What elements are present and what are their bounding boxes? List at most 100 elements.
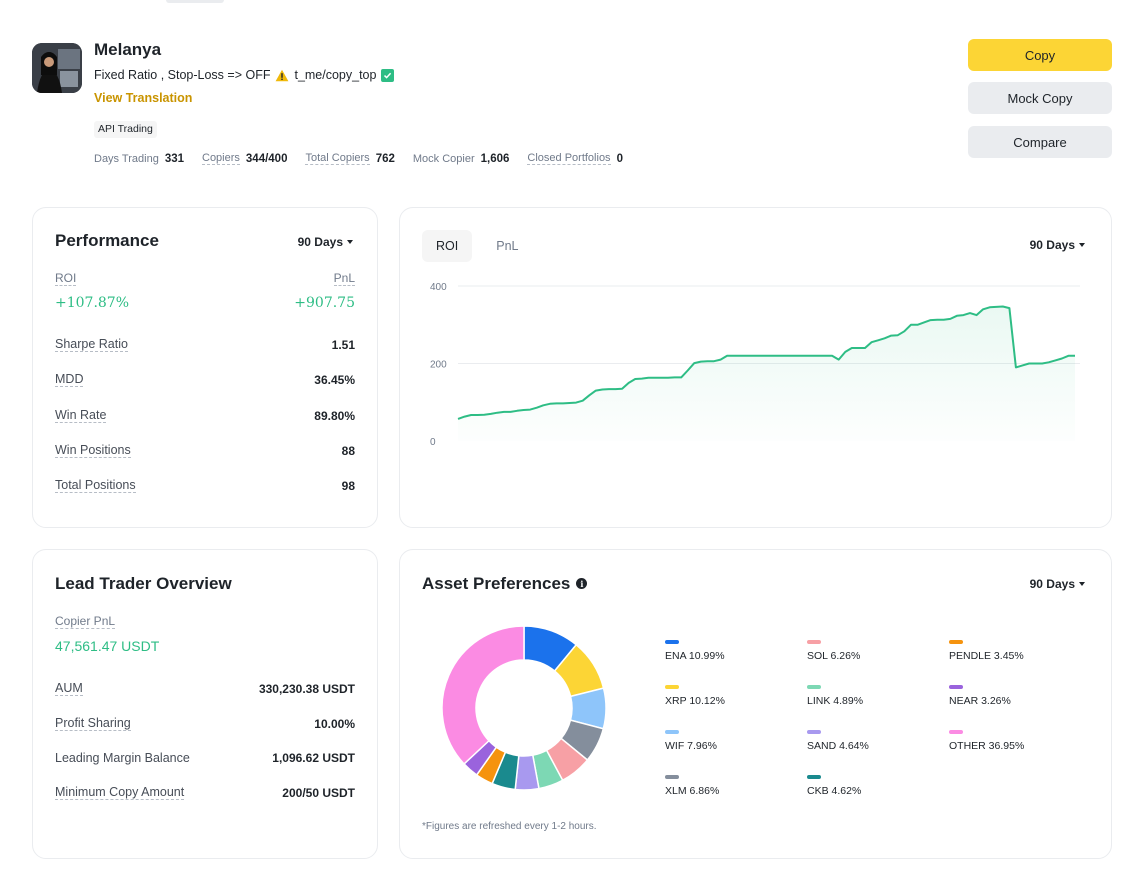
overview-leading-margin-balance: Leading Margin Balance 1,096.62 USDT bbox=[55, 751, 355, 765]
legend-swatch bbox=[807, 685, 821, 689]
legend-item-xlm: XLM 6.86% bbox=[665, 775, 719, 797]
metric-value: 10.00% bbox=[314, 716, 355, 731]
info-icon[interactable]: i bbox=[576, 578, 588, 590]
roi-value: +107.87% bbox=[55, 295, 130, 311]
metric-value: 1.51 bbox=[331, 337, 355, 352]
legend-swatch bbox=[949, 640, 963, 644]
caret-down-icon bbox=[1079, 582, 1085, 586]
asset-donut-chart bbox=[441, 625, 607, 791]
metric-win-positions: Win Positions 88 bbox=[55, 443, 355, 458]
view-translation-link[interactable]: View Translation bbox=[94, 91, 193, 105]
stat-closed-portfolios-label[interactable]: Closed Portfolios bbox=[527, 152, 611, 165]
avatar-image bbox=[32, 43, 82, 93]
caret-down-icon bbox=[347, 240, 353, 244]
legend-item-ena: ENA 10.99% bbox=[665, 640, 725, 662]
stat-closed-portfolios-value: 0 bbox=[616, 152, 623, 165]
bio-text: Fixed Ratio , Stop-Loss => OFF bbox=[94, 68, 271, 82]
legend-swatch bbox=[807, 640, 821, 644]
legend-item-link: LINK 4.89% bbox=[807, 685, 863, 707]
stat-mock-copier-label: Mock Copier bbox=[412, 152, 475, 165]
legend-swatch bbox=[665, 730, 679, 734]
refresh-footnote: *Figures are refreshed every 1-2 hours. bbox=[422, 821, 597, 832]
chart-tabs: ROI PnL bbox=[422, 230, 532, 262]
performance-period-dropdown[interactable]: 90 Days bbox=[298, 235, 353, 249]
metric-label[interactable]: Win Rate bbox=[55, 408, 107, 423]
overview-minimum-copy-amount: Minimum Copy Amount 200/50 USDT bbox=[55, 785, 355, 800]
metric-value: 1,096.62 USDT bbox=[272, 751, 355, 765]
metric-value: 98 bbox=[341, 478, 355, 493]
overview-title: Lead Trader Overview bbox=[55, 574, 232, 593]
legend-label: XRP 10.12% bbox=[665, 695, 725, 707]
legend-item-ckb: CKB 4.62% bbox=[807, 775, 861, 797]
legend-swatch bbox=[665, 685, 679, 689]
overview-profit-sharing: Profit Sharing 10.00% bbox=[55, 716, 355, 731]
metric-total-positions: Total Positions 98 bbox=[55, 478, 355, 493]
legend-swatch bbox=[949, 730, 963, 734]
pnl-label[interactable]: PnL bbox=[333, 271, 355, 286]
stat-days-trading-label: Days Trading bbox=[94, 152, 159, 165]
mock-copy-button[interactable]: Mock Copy bbox=[968, 82, 1112, 114]
roi-label[interactable]: ROI bbox=[55, 271, 77, 286]
metric-label[interactable]: AUM bbox=[55, 681, 83, 696]
tab-roi[interactable]: ROI bbox=[422, 230, 473, 262]
overview-aum: AUM 330,230.38 USDT bbox=[55, 681, 355, 696]
metric-label[interactable]: Minimum Copy Amount bbox=[55, 785, 185, 800]
stat-copiers-label[interactable]: Copiers bbox=[202, 152, 240, 165]
assets-period-dropdown[interactable]: 90 Days bbox=[1030, 577, 1085, 591]
roi-area-fill bbox=[458, 306, 1075, 441]
stat-total-copiers-label[interactable]: Total Copiers bbox=[305, 152, 370, 165]
top-tab-indicator bbox=[166, 0, 224, 3]
roi-pnl-labels: ROI PnL bbox=[55, 271, 355, 286]
legend-swatch bbox=[807, 775, 821, 779]
legend-item-sand: SAND 4.64% bbox=[807, 730, 869, 752]
legend-label: XLM 6.86% bbox=[665, 785, 720, 797]
warning-icon bbox=[276, 69, 289, 81]
stat-total-copiers-value: 762 bbox=[375, 152, 395, 165]
y-axis-ticks: 0 200 400 bbox=[430, 282, 447, 448]
metric-label[interactable]: Total Positions bbox=[55, 478, 136, 493]
metric-value: 36.45% bbox=[314, 372, 355, 387]
copy-button[interactable]: Copy bbox=[968, 39, 1112, 71]
legend-swatch bbox=[665, 775, 679, 779]
tab-pnl[interactable]: PnL bbox=[496, 239, 519, 253]
metric-value: 330,230.38 USDT bbox=[258, 681, 355, 696]
metric-label: Leading Margin Balance bbox=[55, 751, 190, 765]
avatar[interactable] bbox=[32, 43, 82, 93]
assets-period-label: 90 Days bbox=[1029, 577, 1075, 591]
legend-item-other: OTHER 36.95% bbox=[949, 730, 1024, 752]
stat-copiers-value: 344/400 bbox=[245, 152, 288, 165]
legend-label: WIF 7.96% bbox=[665, 740, 717, 752]
compare-button[interactable]: Compare bbox=[968, 126, 1112, 158]
metric-win-rate: Win Rate 89.80% bbox=[55, 408, 355, 423]
legend-label: PENDLE 3.45% bbox=[949, 650, 1024, 662]
performance-period-label: 90 Days bbox=[297, 235, 343, 249]
metric-label[interactable]: Sharpe Ratio bbox=[55, 337, 128, 352]
y-tick-label: 400 bbox=[430, 282, 447, 293]
performance-card: Performance 90 Days ROI PnL +107.87% +90… bbox=[32, 207, 378, 528]
pnl-value: +907.75 bbox=[294, 295, 355, 311]
stat-mock-copier-value: 1,606 bbox=[480, 152, 510, 165]
metric-value: 89.80% bbox=[314, 408, 355, 423]
metric-label[interactable]: Win Positions bbox=[55, 443, 131, 458]
legend-label: CKB 4.62% bbox=[807, 785, 862, 797]
legend-item-sol: SOL 6.26% bbox=[807, 640, 860, 662]
api-trading-tag: API Trading bbox=[94, 121, 157, 138]
check-mark-icon bbox=[381, 68, 395, 82]
asset-preferences-title-text: Asset Preferences bbox=[422, 574, 571, 593]
legend-label: LINK 4.89% bbox=[807, 695, 864, 707]
bio-link: t_me/copy_top bbox=[294, 68, 377, 82]
metric-label[interactable]: MDD bbox=[55, 372, 84, 387]
legend-label: NEAR 3.26% bbox=[949, 695, 1011, 707]
roi-series-line bbox=[457, 305, 1075, 420]
trader-bio: Fixed Ratio , Stop-Loss => OFF t_me/copy… bbox=[94, 68, 395, 82]
donut-slice-other[interactable] bbox=[441, 625, 525, 766]
legend-label: SOL 6.26% bbox=[807, 650, 861, 662]
metric-sharpe-ratio: Sharpe Ratio 1.51 bbox=[55, 337, 355, 352]
legend-label: ENA 10.99% bbox=[665, 650, 725, 662]
metric-value: 88 bbox=[341, 443, 355, 458]
chart-period-dropdown[interactable]: 90 Days bbox=[1030, 238, 1085, 252]
copier-pnl-label[interactable]: Copier PnL bbox=[55, 614, 116, 629]
metric-label[interactable]: Profit Sharing bbox=[55, 716, 131, 731]
legend-swatch bbox=[807, 730, 821, 734]
legend-item-pendle: PENDLE 3.45% bbox=[949, 640, 1024, 662]
